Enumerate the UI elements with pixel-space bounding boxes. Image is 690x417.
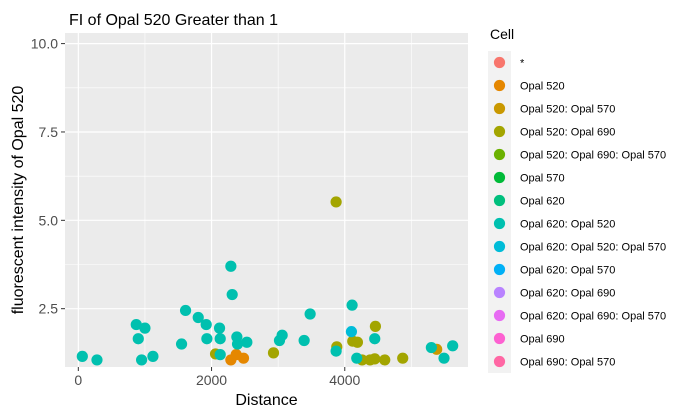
- chart-title: FI of Opal 520 Greater than 1: [69, 12, 278, 29]
- data-point: [213, 322, 226, 334]
- data-point: [267, 347, 280, 359]
- data-point: [147, 350, 159, 362]
- legend-key: [493, 102, 506, 115]
- data-point: [231, 338, 244, 350]
- legend-label: Opal 620: Opal 690: [520, 288, 615, 300]
- legend-label: Opal 520: Opal 690: Opal 570: [520, 150, 666, 162]
- x-tick-label: 4000: [329, 372, 360, 388]
- legend-key: [493, 332, 506, 345]
- data-point: [379, 354, 391, 366]
- legend-key: [493, 309, 506, 322]
- data-point: [76, 350, 88, 362]
- x-axis-ticks: 0 2000 4000: [74, 367, 361, 388]
- legend-label: Opal 520: [520, 81, 565, 93]
- data-point: [304, 308, 316, 320]
- legend-key: [493, 355, 506, 368]
- x-axis-title: Distance: [235, 392, 297, 409]
- data-point: [230, 349, 242, 361]
- y-tick-label: 5.0: [39, 212, 59, 228]
- y-tick-label: 2.5: [39, 301, 59, 317]
- data-point: [425, 341, 437, 354]
- data-point: [139, 322, 151, 334]
- data-point: [351, 336, 364, 348]
- x-tick-label: 2000: [196, 372, 227, 388]
- data-point: [298, 334, 310, 347]
- legend-key: [493, 194, 506, 207]
- data-point: [276, 329, 288, 341]
- legend-label: Opal 520: Opal 690: [520, 127, 615, 139]
- data-point: [330, 196, 342, 208]
- data-point: [369, 320, 382, 332]
- legend-key: [493, 125, 506, 138]
- x-tick-label: 0: [74, 372, 82, 388]
- legend-key: [493, 217, 506, 230]
- legend-key: [493, 79, 506, 92]
- plot-panel: [65, 33, 468, 367]
- data-point: [214, 349, 226, 361]
- legend-label: *: [520, 58, 525, 70]
- legend-key: [493, 148, 506, 161]
- legend-label: Opal 620: Opal 570: [520, 265, 615, 277]
- legend-label: Opal 520: Opal 570: [520, 104, 615, 116]
- legend-label: Opal 620: Opal 520: Opal 570: [520, 242, 666, 254]
- data-point: [201, 333, 213, 345]
- legend-title: Cell: [490, 26, 514, 42]
- legend-label: Opal 620: Opal 520: [520, 219, 615, 231]
- grid-lines: [65, 33, 468, 367]
- y-tick-label: 10.0: [31, 36, 58, 52]
- legend-key: [493, 263, 506, 276]
- y-tick-label: 7.5: [39, 124, 59, 140]
- legend-label: Opal 690: Opal 570: [520, 357, 615, 369]
- data-point: [214, 333, 226, 345]
- data-point: [130, 318, 142, 331]
- data-point: [91, 354, 103, 366]
- data-point: [136, 354, 148, 366]
- y-axis-title: fluorescent intensity of Opal 520: [10, 86, 27, 315]
- data-point: [397, 352, 409, 364]
- legend-key: [493, 171, 506, 184]
- y-axis-ticks: 2.5 5.0 7.5 10.0: [31, 36, 65, 317]
- legend-label: Opal 620: Opal 690: Opal 570: [520, 311, 666, 323]
- data-point: [346, 299, 358, 311]
- legend-label: Opal 620: [520, 196, 565, 208]
- data-point: [241, 336, 253, 348]
- data-point: [225, 260, 237, 272]
- data-point: [447, 340, 459, 352]
- data-point: [345, 326, 358, 338]
- data-points: [76, 196, 459, 366]
- legend-key: [493, 286, 506, 299]
- legend: * Opal 520 Opal 520: Opal 570 Opal 520: Opa…: [488, 51, 666, 373]
- data-point: [438, 352, 450, 364]
- data-point: [351, 352, 363, 364]
- data-point: [192, 311, 204, 324]
- legend-key: [493, 240, 506, 253]
- legend-label: Opal 690: [520, 334, 565, 346]
- data-point: [369, 333, 381, 345]
- data-point: [369, 353, 381, 365]
- data-point: [132, 333, 144, 345]
- data-point: [200, 318, 212, 331]
- data-point: [175, 338, 188, 350]
- data-point: [330, 345, 342, 357]
- data-point: [226, 288, 238, 301]
- legend-label: Opal 570: [520, 173, 565, 185]
- legend-key: [493, 56, 506, 69]
- data-point: [179, 304, 192, 317]
